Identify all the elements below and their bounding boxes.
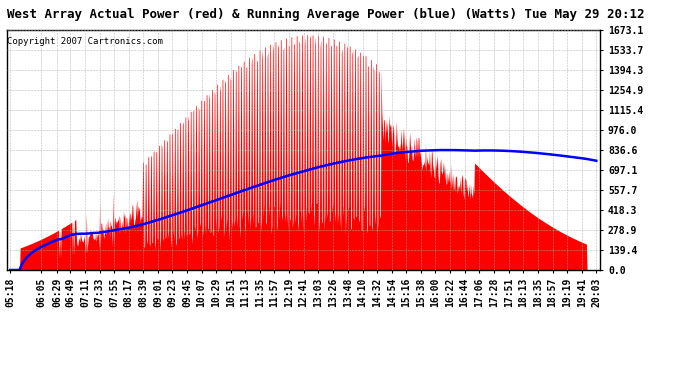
- Text: Copyright 2007 Cartronics.com: Copyright 2007 Cartronics.com: [8, 37, 164, 46]
- Text: West Array Actual Power (red) & Running Average Power (blue) (Watts) Tue May 29 : West Array Actual Power (red) & Running …: [7, 8, 644, 21]
